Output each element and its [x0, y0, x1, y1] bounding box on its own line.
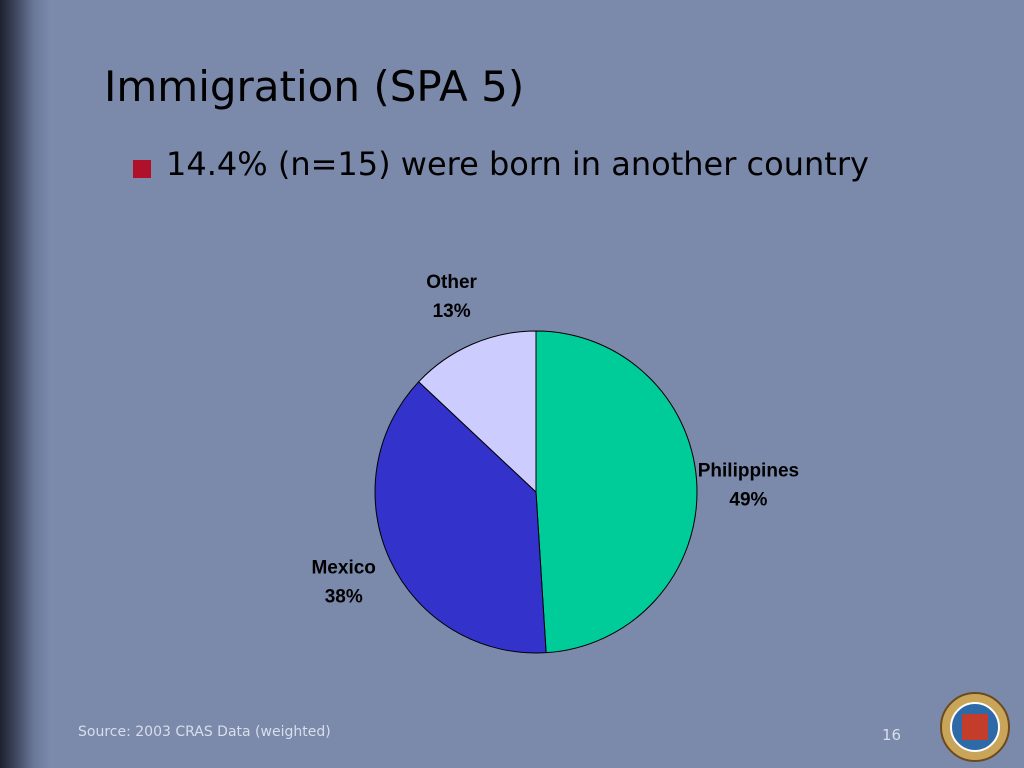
source-note: Source: 2003 CRAS Data (weighted)	[78, 724, 331, 740]
bullet-marker	[133, 160, 151, 178]
slice-label: Mexico	[311, 558, 375, 579]
pie-slice	[417, 330, 537, 494]
slice-label: Philippines	[698, 460, 799, 481]
slide-title: Immigration (SPA 5)	[104, 62, 525, 111]
bullet-text: 14.4% (n=15) were born in another countr…	[166, 145, 869, 183]
pie-slice	[374, 381, 547, 654]
pie-slice	[535, 330, 698, 654]
slice-label: Other	[426, 272, 477, 293]
slice-value-label: 38%	[325, 587, 363, 608]
seal	[940, 692, 1010, 762]
slice-value-label: 49%	[729, 489, 767, 510]
slice-value-label: 13%	[433, 301, 471, 322]
page-number: 16	[882, 726, 902, 744]
